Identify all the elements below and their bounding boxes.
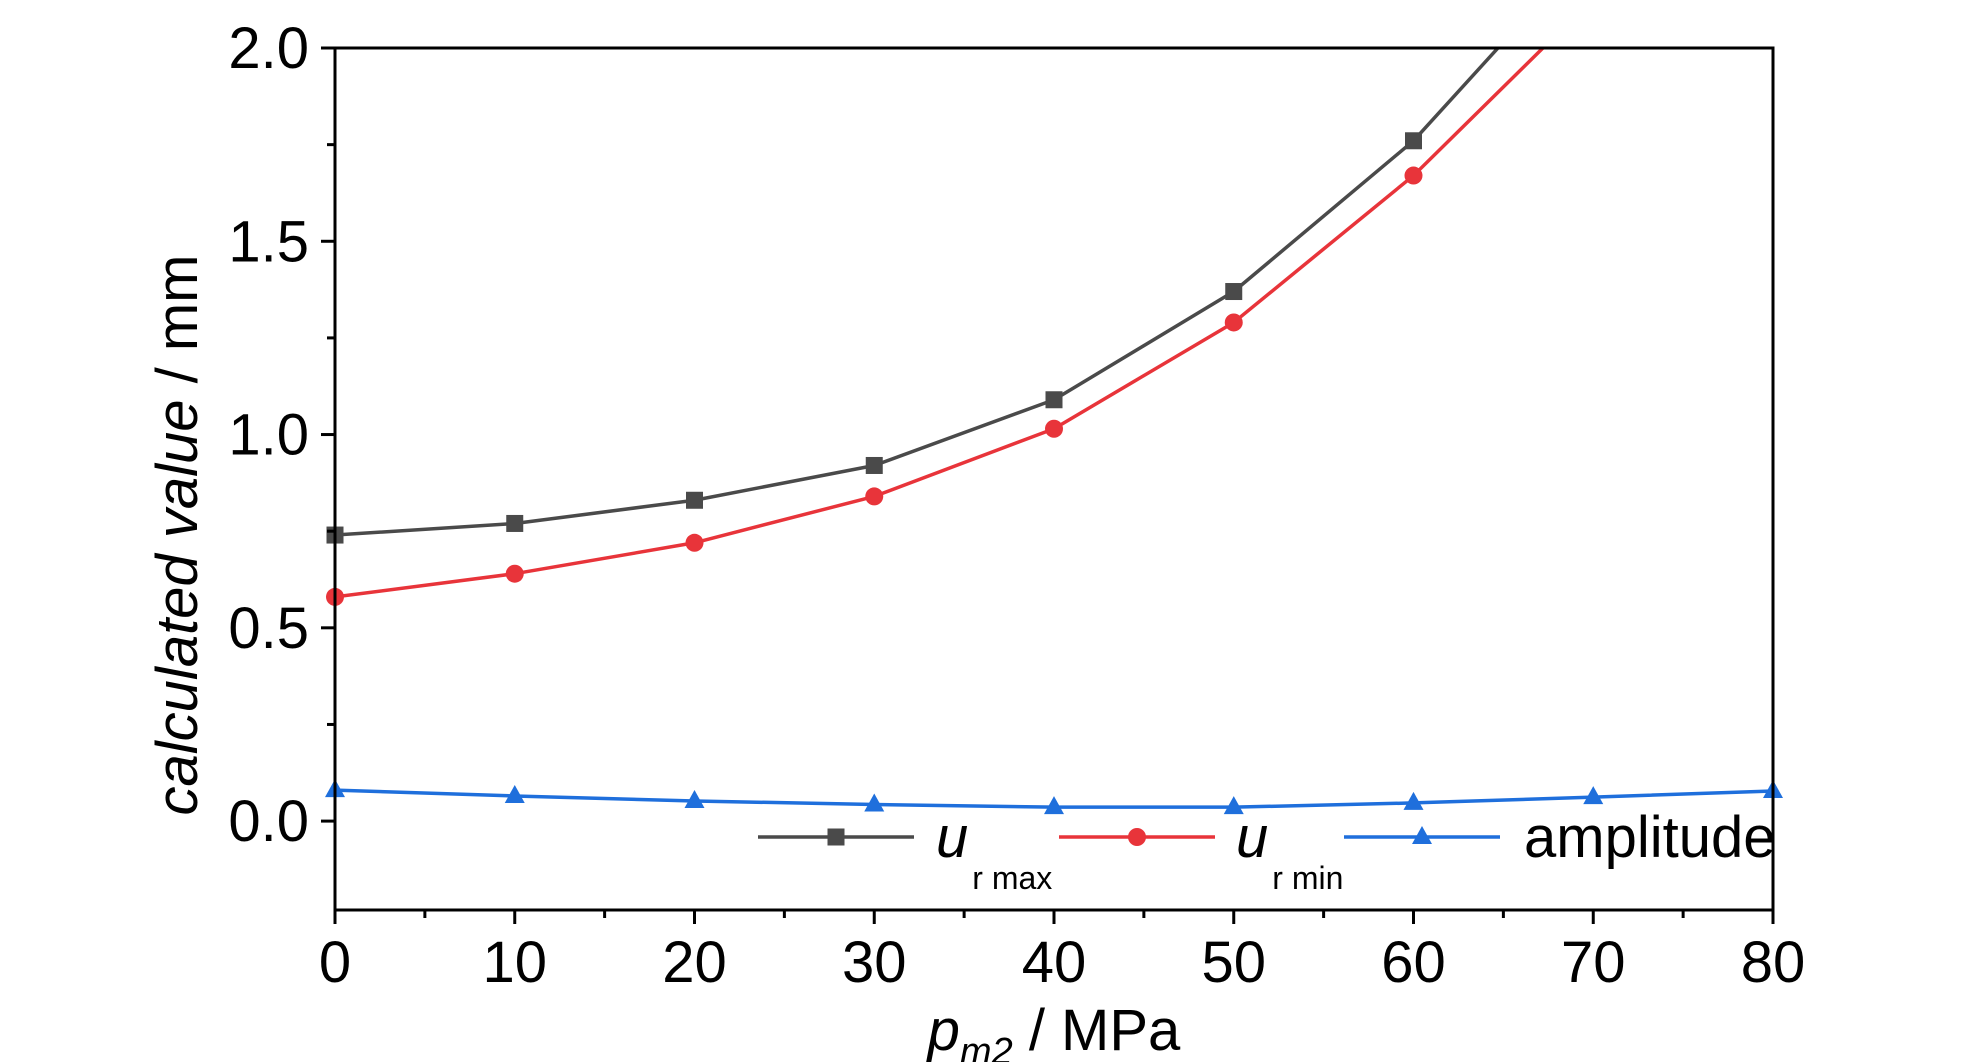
x-tick-label: 40 — [1022, 930, 1087, 995]
data-point-series-2 — [684, 789, 705, 808]
x-tick-label: 0 — [319, 930, 351, 995]
legend-swatch-marker — [1128, 828, 1146, 846]
data-point-series-1 — [1404, 166, 1423, 185]
legend-label-main: u — [936, 805, 968, 870]
data-point-series-0 — [686, 491, 703, 509]
x-tick-label: 70 — [1561, 930, 1626, 995]
y-tick-label: 1.5 — [228, 209, 309, 274]
x-axis-tick-labels: 0 10 20 30 40 50 60 70 80 — [319, 930, 1805, 995]
y-axis-tick-labels: 0.0 0.5 1.0 1.5 2.0 — [228, 16, 309, 854]
legend-label: amplitude — [1524, 805, 1775, 870]
data-point-series-2 — [1403, 791, 1424, 810]
y-axis-title-plain: calculated — [145, 538, 210, 815]
data-point-series-1 — [865, 487, 884, 506]
legend-item-1: ur min — [1059, 805, 1343, 896]
data-point-series-0 — [1225, 283, 1243, 301]
legend-item-0: ur max — [758, 805, 1052, 896]
series-line-1 — [335, 48, 1545, 599]
x-axis-title-subscript: m2 — [960, 1031, 1013, 1062]
y-tick-label: 0.0 — [228, 789, 309, 854]
legend-label-subscript: r max — [972, 860, 1052, 896]
legend-swatch-marker — [1412, 826, 1432, 844]
x-axis-ticks — [333, 910, 1775, 924]
x-tick-label: 30 — [842, 930, 907, 995]
data-point-series-2 — [1223, 796, 1244, 815]
y-axis-title: calculated value / mm — [145, 255, 210, 816]
x-tick-label: 60 — [1381, 930, 1446, 995]
x-axis-title: pm2 / MPa — [926, 998, 1181, 1062]
data-point-series-2 — [1044, 796, 1064, 815]
y-axis-ticks — [321, 46, 335, 823]
data-point-series-2 — [504, 784, 525, 803]
marker-layer — [325, 132, 1783, 815]
data-point-series-1 — [505, 564, 524, 583]
data-point-series-1 — [685, 533, 704, 552]
data-point-series-0 — [865, 456, 883, 474]
data-point-series-2 — [1583, 786, 1604, 805]
legend-label-subscript: r min — [1272, 860, 1343, 896]
data-point-series-2 — [864, 793, 885, 812]
legend-swatch-marker — [827, 828, 845, 846]
data-point-series-0 — [1045, 391, 1063, 409]
y-axis-title-italic: value — [145, 400, 210, 539]
y-tick-label: 1.0 — [228, 403, 309, 468]
legend-label-main: amplitude — [1524, 805, 1775, 870]
x-tick-label: 80 — [1741, 930, 1806, 995]
y-tick-label: 2.0 — [228, 16, 309, 81]
data-point-series-1 — [1045, 419, 1063, 438]
x-axis-title-unit: / MPa — [1013, 998, 1181, 1062]
data-point-series-0 — [506, 514, 524, 532]
y-tick-label: 0.5 — [228, 596, 309, 661]
legend-label: ur max — [936, 805, 1052, 896]
legend-label: ur min — [1236, 805, 1343, 896]
x-tick-label: 50 — [1201, 930, 1266, 995]
x-tick-label: 20 — [662, 930, 727, 995]
plot-frame — [333, 46, 1775, 912]
x-axis-title-variable: p — [926, 998, 960, 1062]
data-point-series-1 — [1224, 313, 1243, 332]
y-axis-title-unit: / mm — [145, 255, 210, 400]
series-line-0 — [335, 48, 1500, 537]
legend-label-main: u — [1236, 805, 1268, 870]
legend-item-2: amplitude — [1344, 805, 1775, 870]
x-tick-label: 10 — [482, 930, 547, 995]
data-point-series-0 — [1405, 132, 1422, 150]
